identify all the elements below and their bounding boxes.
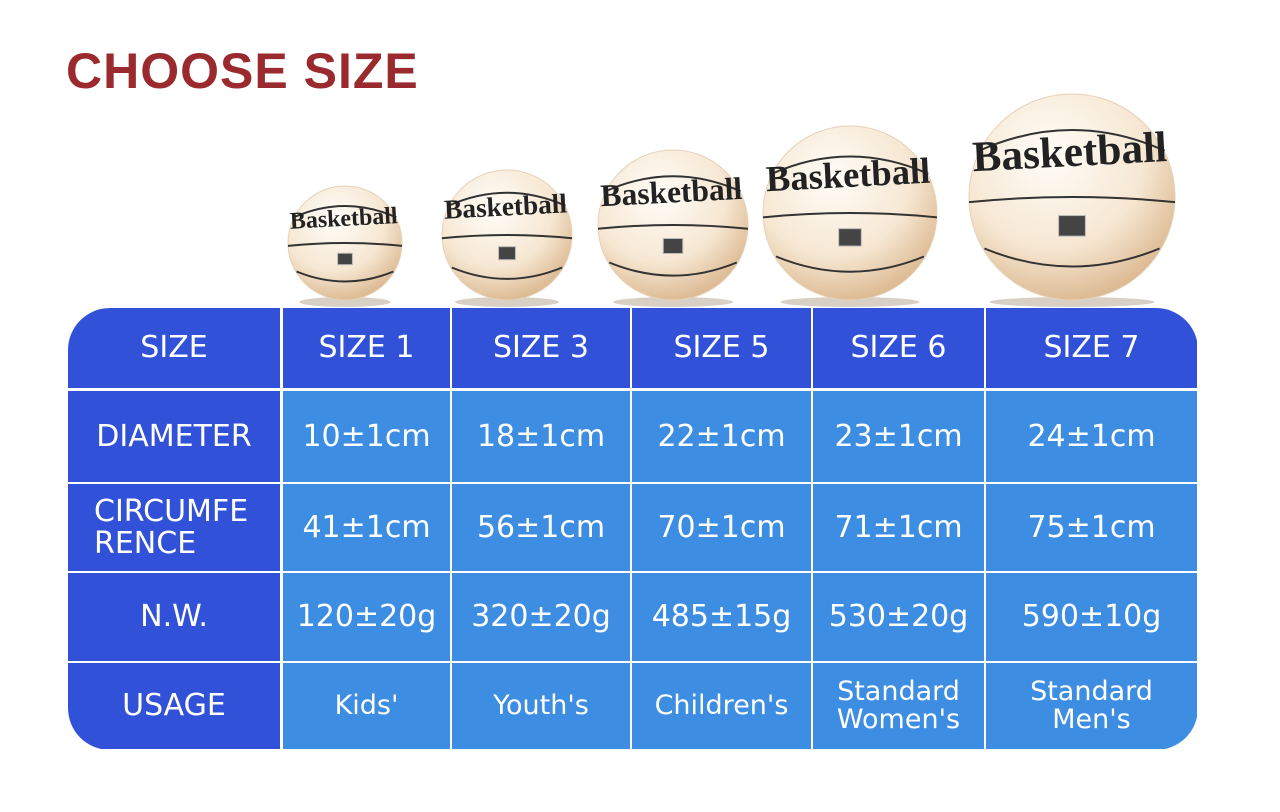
- ball-shadow: [455, 297, 559, 307]
- table-cell: 22±1cm: [632, 391, 811, 482]
- ball-label: Basketball: [765, 150, 931, 200]
- ball-shadow: [299, 297, 391, 307]
- ball-label: Basketball: [289, 203, 398, 235]
- ball-seam: [605, 175, 741, 193]
- ball-row: Basketball Basketball Basketball Basketball…: [287, 93, 1176, 307]
- basketball: Basketball: [287, 185, 403, 307]
- ball-seam: [597, 224, 749, 230]
- ball-seam: [441, 234, 573, 240]
- ball-seam: [293, 205, 397, 219]
- table-cell: 10±1cm: [283, 391, 450, 482]
- ball-logo: [337, 252, 353, 266]
- ball-seam: [762, 212, 938, 219]
- basketball: Basketball: [762, 125, 938, 307]
- table-cell: 41±1cm: [283, 484, 450, 571]
- ball-seam: [775, 255, 925, 273]
- ball-logo: [838, 228, 862, 247]
- header-cell: SIZE: [68, 308, 280, 388]
- table-cell: 530±20g: [813, 573, 984, 661]
- table-cell: 75±1cm: [986, 484, 1197, 571]
- basketball: Basketball: [597, 149, 749, 307]
- table-cell: 120±20g: [283, 573, 450, 661]
- ball-seam: [451, 266, 563, 280]
- title: CHOOSE SIZE: [66, 43, 419, 99]
- header-cell: SIZE 7: [986, 308, 1197, 388]
- size-table: SIZE SIZE 1 SIZE 3 SIZE 5 SIZE 6 SIZE 7 DIAMET…: [68, 308, 1198, 750]
- ball-label: Basketball: [971, 123, 1168, 181]
- table-cell: 70±1cm: [632, 484, 811, 571]
- table-cell: 320±20g: [452, 573, 630, 661]
- ball-seam: [608, 261, 738, 277]
- table-cell: 18±1cm: [452, 391, 630, 482]
- basketball: Basketball: [441, 169, 573, 307]
- basketball: Basketball: [968, 93, 1176, 307]
- table-cell: Standard Men's: [986, 663, 1197, 749]
- ball-shadow: [780, 297, 920, 307]
- header-cell: SIZE 1: [283, 308, 450, 388]
- header-cell: SIZE 3: [452, 308, 630, 388]
- table-cell: 23±1cm: [813, 391, 984, 482]
- ball-seam: [978, 129, 1166, 152]
- row-label: N.W.: [68, 573, 280, 661]
- row-label: USAGE: [68, 663, 280, 749]
- table-cell: 56±1cm: [452, 484, 630, 571]
- table-cell: Kids': [283, 663, 450, 749]
- table-cell: Youth's: [452, 663, 630, 749]
- ball-seam: [448, 191, 566, 207]
- table-cell: 485±15g: [632, 573, 811, 661]
- ball-label: Basketball: [443, 188, 568, 224]
- ball-logo: [662, 238, 684, 254]
- ball-seam: [968, 196, 1176, 204]
- header-cell: SIZE 5: [632, 308, 811, 388]
- ball-logo: [1058, 215, 1086, 237]
- ball-seam: [771, 155, 929, 175]
- table-cell: Standard Women's: [813, 663, 984, 749]
- ball-seam: [287, 242, 403, 247]
- row-label: DIAMETER: [68, 391, 280, 482]
- ball-seam: [296, 270, 394, 283]
- header-cell: SIZE 6: [813, 308, 984, 388]
- ball-shadow: [989, 297, 1155, 307]
- table-cell: 24±1cm: [986, 391, 1197, 482]
- ball-logo: [498, 246, 516, 261]
- ball-shadow: [613, 297, 733, 307]
- row-label: CIRCUMFE RENCE: [68, 484, 280, 571]
- ball-seam: [984, 247, 1160, 268]
- table-cell: 590±10g: [986, 573, 1197, 661]
- table-cell: Children's: [632, 663, 811, 749]
- table-cell: 71±1cm: [813, 484, 984, 571]
- ball-label: Basketball: [600, 171, 744, 213]
